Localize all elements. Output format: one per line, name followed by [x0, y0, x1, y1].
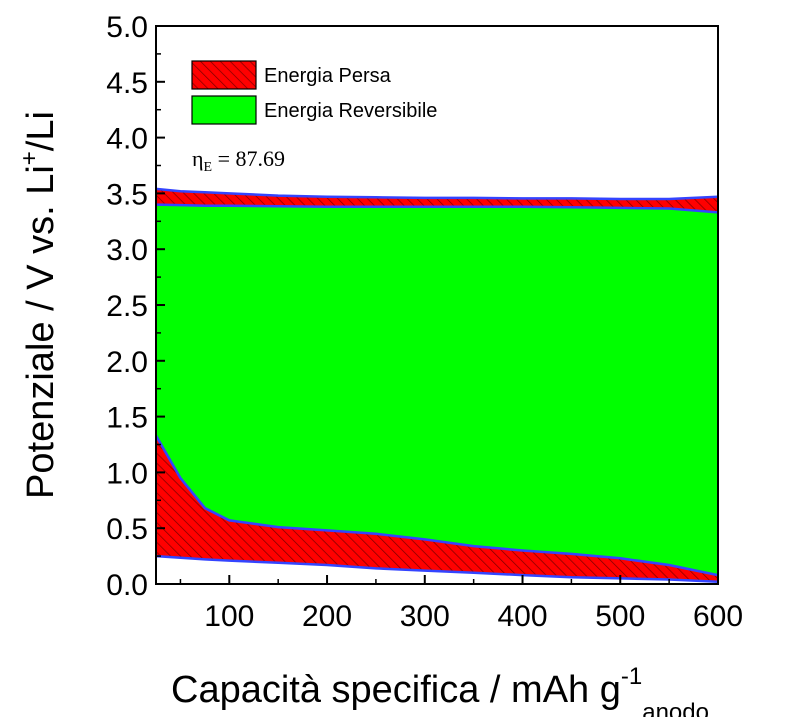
plot-area	[156, 187, 718, 584]
curve-anode-upper	[156, 434, 718, 577]
y-tick-label: 5.0	[106, 11, 148, 44]
curve-anode-lower	[156, 554, 718, 584]
legend-label-lost-energy: Energia Persa	[264, 65, 392, 87]
x-axis-title: Capacità specifica / mAh g-1anodo	[171, 663, 709, 717]
y-tick-label: 1.5	[106, 402, 148, 435]
y-tick-label: 3.0	[106, 234, 148, 267]
reversible-energy-area	[156, 204, 718, 576]
x-tick-label: 200	[302, 600, 352, 633]
legend-swatch-reversible-energy	[191, 95, 257, 125]
x-tick-label: 100	[204, 600, 254, 633]
x-tick-label: 400	[497, 600, 547, 633]
legend: Energia Persa Energia Reversibile	[191, 60, 437, 125]
y-tick-label: 0.0	[106, 569, 148, 602]
y-tick-label: 4.5	[106, 67, 148, 100]
y-axis-title: Potenziale / V vs. Li+/Li	[16, 111, 62, 499]
x-axis-ticks: 100 200 300 400 500 600	[179, 575, 743, 633]
y-tick-label: 0.5	[106, 513, 148, 546]
x-tick-label: 500	[595, 600, 645, 633]
energy-efficiency-annotation: ηE = 87.69	[192, 146, 285, 175]
x-tick-label: 600	[693, 600, 743, 633]
curve-battery-charge	[156, 187, 718, 201]
x-tick-label: 300	[400, 600, 450, 633]
y-tick-label: 1.0	[106, 457, 148, 490]
lost-energy-bottom-area	[156, 435, 718, 582]
y-tick-label: 2.0	[106, 346, 148, 379]
y-axis-ticks: 0.0 0.5 1.0 1.5 2.0 2.5 3.0 3.5 4.0 4.5 5.0	[106, 11, 165, 602]
y-tick-label: 2.5	[106, 290, 148, 323]
y-tick-label: 4.0	[106, 123, 148, 156]
legend-label-reversible-energy: Energia Reversibile	[264, 100, 437, 122]
curve-battery-discharge	[156, 203, 718, 214]
legend-swatch-lost-energy	[191, 60, 257, 90]
y-tick-label: 3.5	[106, 178, 148, 211]
voltage-curves	[156, 187, 718, 584]
